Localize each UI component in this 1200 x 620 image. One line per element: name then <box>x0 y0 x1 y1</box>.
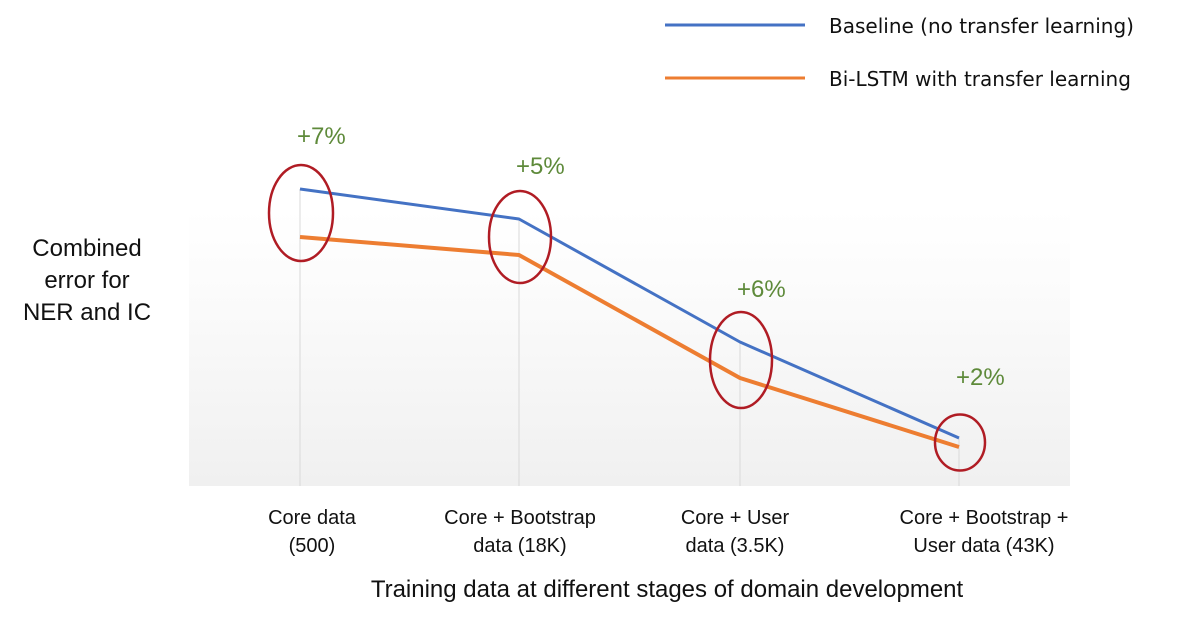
annotation-3: +2% <box>956 364 1005 391</box>
y-axis-label: Combined error for NER and IC <box>23 235 151 326</box>
x-tick-label-1-line-2: data (18K) <box>473 535 566 557</box>
legend-label-baseline: Baseline (no transfer learning) <box>829 14 1134 38</box>
legend-label-bilstm: Bi-LSTM with transfer learning <box>829 67 1131 91</box>
y-axis-label-line-1: Combined <box>32 235 141 262</box>
x-tick-label-1-line-1: Core + Bootstrap <box>444 507 596 529</box>
plot-area <box>189 210 1070 486</box>
x-axis-label: Training data at different stages of dom… <box>371 576 964 603</box>
x-tick-label-0-line-1: Core data <box>268 507 357 529</box>
x-tick-label-2-line-2: data (3.5K) <box>686 535 785 557</box>
annotation-1: +5% <box>516 153 565 180</box>
highlight-ellipses <box>267 163 987 472</box>
y-axis-label-line-2: error for <box>44 267 129 294</box>
x-axis-ticks: Core data (500) Core + Bootstrap data (1… <box>268 507 1068 557</box>
y-axis-label-line-3: NER and IC <box>23 299 151 326</box>
legend: Baseline (no transfer learning) Bi-LSTM … <box>665 14 1134 91</box>
x-tick-label-3-line-1: Core + Bootstrap + <box>900 507 1069 529</box>
series-line-bilstm <box>299 235 960 449</box>
x-tick-label-0-line-2: (500) <box>289 535 336 557</box>
annotation-0: +7% <box>297 123 346 150</box>
highlight-ellipse-1 <box>487 189 553 285</box>
series-lines <box>299 187 960 449</box>
x-tick-label-2-line-1: Core + User <box>681 507 790 529</box>
annotation-2: +6% <box>737 276 786 303</box>
x-tick-label-3-line-2: User data (43K) <box>913 535 1054 557</box>
series-line-baseline <box>299 187 960 440</box>
highlight-ellipse-0 <box>267 163 335 263</box>
highlight-ellipse-3 <box>933 413 987 472</box>
highlight-ellipse-2 <box>708 310 774 410</box>
annotations: +7% +5% +6% +2% <box>297 123 1005 391</box>
